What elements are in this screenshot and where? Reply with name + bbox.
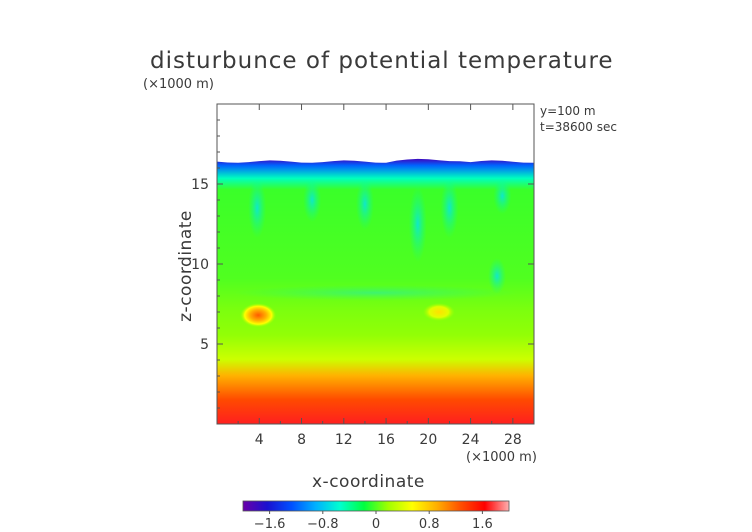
cool-plume	[493, 178, 512, 214]
annotation-time: t=38600 sec	[540, 120, 617, 134]
cool-plume	[440, 178, 459, 238]
y-tick-label: 15	[191, 177, 209, 193]
colorbar-tick-label: 0	[372, 517, 380, 532]
z-scale-label: (×1000 m)	[143, 77, 214, 92]
colorbar-tick-label: −1.6	[254, 517, 286, 532]
x-tick-label: 20	[419, 432, 437, 448]
warm-anomaly	[240, 303, 277, 328]
colorbar-tick-label: 1.6	[472, 517, 493, 532]
cool-plume	[488, 258, 507, 294]
colorbar-tick-label: −0.8	[307, 517, 339, 532]
colorbar-tick-label: 0.8	[419, 517, 440, 532]
x-tick-label: 12	[335, 432, 353, 448]
warm-anomaly	[422, 303, 455, 321]
axes: 4 8 12 16 20 24 28 5 10 15	[191, 103, 535, 448]
cool-plume	[248, 178, 267, 238]
x-axis-label: x-coordinate	[312, 472, 425, 492]
x-tick-label: 4	[255, 432, 264, 448]
colorbar-bar	[242, 500, 510, 512]
x-tick-label: 8	[297, 432, 306, 448]
x-tick-label: 16	[377, 432, 395, 448]
plot-area	[217, 158, 534, 424]
x-tick-label: 24	[462, 432, 480, 448]
cool-band	[232, 284, 519, 301]
x-tick-label: 28	[504, 432, 522, 448]
y-tick-label: 10	[191, 257, 209, 273]
chart-title: disturbunce of potential temperature	[150, 48, 614, 74]
y-tick-label: 5	[200, 337, 209, 353]
x-scale-label: (×1000 m)	[466, 450, 537, 465]
cool-plume	[303, 178, 322, 222]
cool-plume	[355, 178, 374, 230]
cool-plume	[408, 186, 427, 262]
annotation-y: y=100 m	[540, 104, 596, 118]
colorbar: −1.6 −0.8 0 0.8 1.6	[242, 500, 510, 532]
